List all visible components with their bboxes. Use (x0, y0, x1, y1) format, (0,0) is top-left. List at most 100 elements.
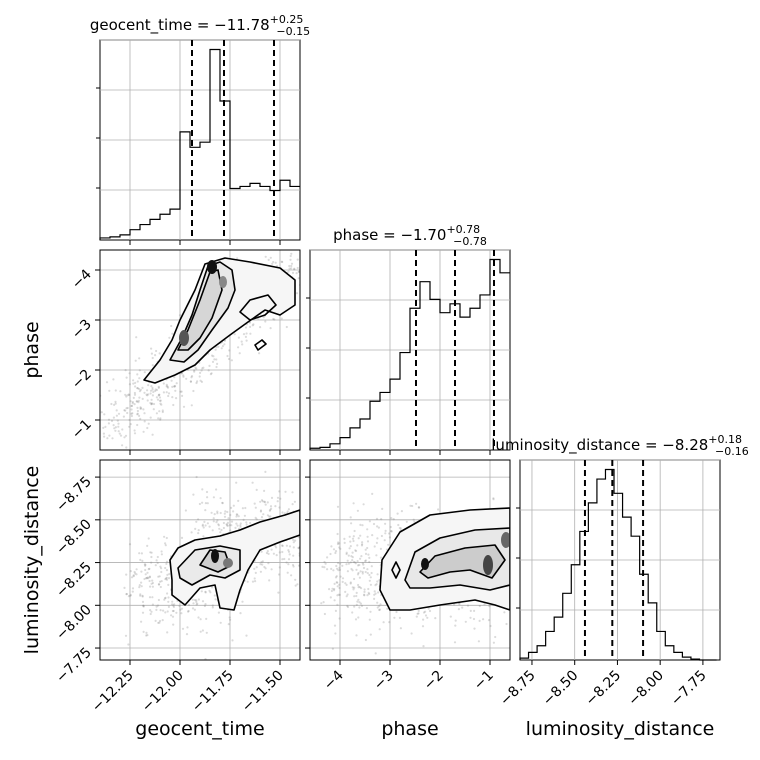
sample-point (323, 560, 326, 564)
sample-point (278, 551, 281, 554)
sample-point (158, 399, 162, 402)
sample-point (197, 598, 200, 601)
sample-point (259, 509, 263, 512)
sample-point (303, 298, 305, 300)
sample-point (399, 627, 402, 630)
sample-point (393, 616, 396, 619)
sample-point (351, 611, 354, 614)
sample-point (194, 366, 197, 369)
sample-point (492, 641, 495, 644)
sample-point (136, 409, 139, 413)
sample-point (331, 587, 334, 590)
sample-point (294, 584, 297, 587)
sample-point (201, 501, 204, 504)
density-cell (501, 532, 510, 548)
sample-point (300, 516, 302, 518)
sample-point (302, 271, 304, 273)
sample-point (143, 577, 146, 581)
sample-point (211, 586, 214, 589)
x-axis-label-geocent-time: geocent_time (135, 718, 264, 740)
sample-point (330, 589, 333, 593)
sample-point (291, 491, 294, 494)
sample-point (141, 559, 144, 563)
sample-point (89, 417, 91, 419)
sample-point (464, 620, 467, 623)
sample-point (292, 538, 295, 542)
sample-point (245, 332, 248, 335)
sample-point (193, 369, 196, 372)
sample-point (157, 583, 160, 586)
sample-point (172, 609, 175, 613)
panel-frame (99, 459, 301, 661)
sample-point (260, 499, 264, 502)
sample-point (132, 396, 135, 399)
sample-point (130, 408, 133, 411)
sample-point (417, 612, 420, 615)
sample-point (223, 343, 226, 346)
sample-point (288, 545, 292, 548)
sample-point (390, 530, 393, 533)
sample-point (136, 373, 139, 376)
sample-point (346, 570, 349, 573)
sample-point (332, 589, 336, 592)
sample-point (364, 638, 367, 642)
y-ticks (306, 297, 310, 399)
sample-point (296, 583, 299, 586)
sample-point (478, 604, 481, 608)
sample-point (175, 382, 178, 385)
sample-point (128, 418, 131, 422)
sample-point (151, 356, 154, 360)
sample-point (115, 452, 117, 454)
sample-point (272, 317, 275, 321)
sample-point (195, 600, 198, 604)
sample-point (283, 512, 286, 515)
sample-point (125, 376, 128, 379)
sample-point (135, 573, 138, 576)
panel-frame (309, 459, 511, 661)
sample-point (128, 425, 131, 428)
sample-point (224, 510, 227, 513)
density-contours (379, 507, 510, 611)
sample-point (366, 535, 369, 538)
sample-point (228, 616, 231, 619)
sample-point (363, 590, 366, 594)
sample-point (346, 605, 350, 609)
sample-point (140, 585, 143, 588)
sample-point (151, 596, 154, 599)
sample-point (473, 609, 476, 613)
sample-point (162, 382, 165, 385)
sample-point (205, 490, 209, 494)
sample-point (482, 618, 485, 621)
sample-point (230, 506, 233, 509)
sample-point (197, 518, 200, 521)
sample-point (97, 440, 99, 442)
sample-point (386, 607, 389, 610)
sample-point (193, 608, 196, 611)
sample-point (158, 352, 161, 355)
sample-point (353, 586, 356, 589)
sample-point (427, 607, 430, 610)
sample-point (146, 399, 149, 402)
sample-point (333, 599, 336, 602)
sample-point (281, 558, 284, 561)
sample-point (357, 586, 360, 589)
sample-point (368, 556, 371, 560)
sample-point (130, 404, 133, 408)
sample-point (417, 506, 420, 509)
sample-point (221, 501, 224, 504)
sample-point (289, 254, 292, 258)
grid-lines (520, 459, 720, 660)
sample-point (164, 542, 167, 545)
sample-point (202, 526, 205, 529)
panel-hist-phase (306, 249, 511, 451)
sample-point (167, 600, 170, 603)
sample-point (187, 610, 190, 613)
sample-point (159, 417, 162, 420)
sample-point (165, 576, 168, 579)
sample-point (361, 524, 364, 527)
sample-point (290, 252, 293, 255)
density-contour (254, 339, 267, 351)
sample-point (297, 546, 300, 550)
sample-point (348, 547, 351, 550)
sample-point (383, 539, 386, 542)
